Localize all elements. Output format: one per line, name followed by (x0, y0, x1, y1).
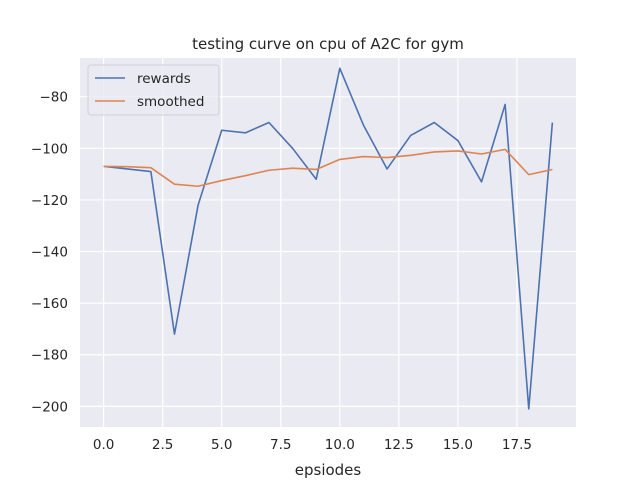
x-tick-label: 15.0 (443, 437, 473, 453)
x-tick-label: 17.5 (502, 437, 532, 453)
x-axis-label: epsiodes (295, 461, 362, 479)
x-tick-label: 2.5 (152, 437, 173, 453)
y-tick-label: −160 (31, 296, 68, 312)
legend-label-smoothed: smoothed (137, 94, 204, 110)
chart-title: testing curve on cpu of A2C for gym (192, 35, 464, 53)
x-tick-labels: 0.0 2.5 5.0 7.5 10.0 12.5 15.0 17.5 (93, 437, 532, 453)
y-tick-label: −120 (31, 193, 68, 209)
series-line-smoothed (103, 148, 553, 188)
y-tick-label: −180 (31, 348, 68, 364)
series-line-rewards (103, 67, 554, 410)
y-tick-label: −140 (31, 245, 68, 261)
y-tick-label: −200 (31, 399, 68, 415)
x-tick-label: 12.5 (384, 437, 414, 453)
y-tick-label: −100 (31, 141, 68, 157)
x-tick-label: 0.0 (93, 437, 114, 453)
y-tick-labels: −80 −100 −120 −140 −160 −180 −200 (31, 90, 68, 416)
y-tick-label: −80 (40, 90, 69, 106)
x-tick-label: 7.5 (270, 437, 291, 453)
series-lines (103, 67, 554, 410)
x-tick-label: 10.0 (325, 437, 355, 453)
legend: rewards smoothed (87, 64, 220, 116)
x-tick-label: 5.0 (211, 437, 232, 453)
legend-label-rewards: rewards (137, 71, 191, 87)
